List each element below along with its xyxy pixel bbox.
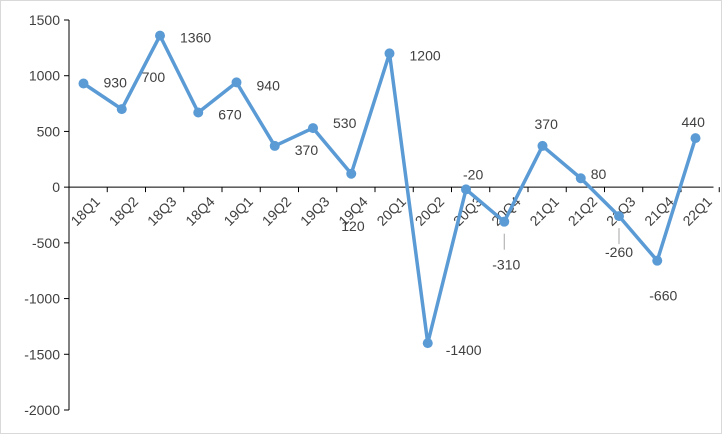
data-label: -20 (463, 166, 483, 182)
x-tick-label: 21Q2 (565, 193, 601, 229)
series-line (82, 33, 698, 345)
data-point (308, 123, 318, 134)
data-label: 440 (682, 114, 706, 130)
x-tick-label: 18Q3 (144, 193, 180, 229)
x-tick-label: 19Q2 (259, 193, 295, 229)
x-tick-label: 21Q1 (526, 193, 562, 229)
data-point (499, 216, 510, 227)
y-axis: -2000 -1500 -1000 -500 0 500 1000 1500 (24, 12, 70, 418)
data-label: 1360 (180, 30, 211, 46)
y-tick-label: -500 (32, 235, 60, 251)
data-label: -260 (605, 244, 633, 260)
data-label: 940 (257, 77, 281, 93)
x-tick-label: 18Q1 (67, 193, 103, 229)
data-point (537, 140, 548, 151)
data-label: 930 (104, 75, 128, 91)
data-label: 670 (218, 106, 242, 122)
x-axis: 18Q1 18Q2 18Q3 18Q4 19Q1 19Q2 19Q3 19Q4 20Q1 20Q2… (67, 186, 720, 229)
x-tick-label: 22Q1 (679, 193, 715, 229)
data-label: -310 (492, 257, 520, 273)
x-tick-label: 18Q4 (182, 193, 218, 229)
data-point (346, 168, 357, 179)
data-label: -660 (649, 288, 677, 304)
y-tick-label: 500 (37, 123, 61, 139)
data-label: -1400 (446, 342, 482, 358)
data-point (461, 184, 471, 195)
x-tick-label: 18Q2 (106, 193, 142, 229)
leader-lines (503, 228, 620, 250)
data-point (422, 338, 433, 349)
data-label: 700 (142, 69, 166, 85)
data-point (193, 107, 204, 118)
data-label: 370 (535, 116, 559, 132)
data-point (116, 104, 127, 115)
data-point (269, 140, 280, 151)
data-labels: 930 700 1360 670 940 370 530 120 1200 -1400 -20 -31… (104, 30, 706, 359)
x-tick-label: 20Q1 (373, 193, 409, 229)
x-tick-label: 19Q1 (220, 193, 256, 229)
y-tick-label: 0 (52, 179, 60, 195)
data-label: 80 (591, 166, 607, 182)
data-label: 120 (341, 218, 365, 234)
x-tick-label: 20Q3 (450, 193, 486, 229)
data-point (78, 78, 89, 89)
data-point (614, 211, 624, 222)
data-label: 1200 (410, 47, 441, 63)
x-tick-label: 19Q3 (297, 193, 333, 229)
data-point (155, 30, 165, 41)
y-tick-label: 1500 (29, 12, 60, 28)
data-point (575, 173, 586, 184)
data-label: 530 (333, 115, 357, 131)
y-tick-label: -1500 (24, 346, 60, 362)
y-tick-label: -1000 (24, 291, 60, 307)
data-point (231, 77, 242, 88)
data-point (384, 48, 395, 59)
x-tick-label: 21Q3 (603, 193, 639, 229)
series-1 (78, 30, 701, 349)
data-label: 370 (295, 142, 319, 158)
data-point (652, 255, 663, 266)
data-point (690, 133, 701, 144)
y-tick-label: -2000 (24, 402, 60, 418)
y-tick-label: 1000 (29, 68, 60, 84)
x-tick-label: 20Q2 (412, 193, 448, 229)
